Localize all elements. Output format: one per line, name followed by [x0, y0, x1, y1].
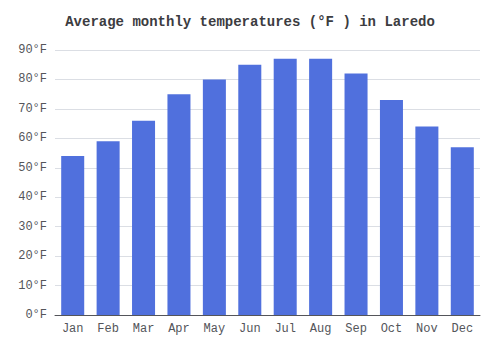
svg-text:Nov: Nov: [416, 322, 438, 336]
svg-text:80°F: 80°F: [18, 72, 47, 86]
svg-text:30°F: 30°F: [18, 220, 47, 234]
svg-text:Jun: Jun: [239, 322, 261, 336]
svg-text:50°F: 50°F: [18, 161, 47, 175]
svg-text:Apr: Apr: [168, 322, 190, 336]
svg-text:Dec: Dec: [451, 322, 473, 336]
svg-text:Aug: Aug: [310, 322, 332, 336]
svg-text:0°F: 0°F: [25, 308, 47, 322]
svg-text:20°F: 20°F: [18, 249, 47, 263]
svg-text:70°F: 70°F: [18, 102, 47, 116]
svg-text:Jan: Jan: [62, 322, 84, 336]
svg-text:90°F: 90°F: [18, 43, 47, 57]
svg-text:Jul: Jul: [274, 322, 296, 336]
svg-text:Feb: Feb: [97, 322, 119, 336]
svg-text:60°F: 60°F: [18, 131, 47, 145]
svg-text:Sep: Sep: [345, 322, 367, 336]
svg-text:Average monthly temperatures (: Average monthly temperatures (°F ) in La…: [65, 14, 435, 30]
svg-text:Mar: Mar: [133, 322, 155, 336]
svg-text:40°F: 40°F: [18, 190, 47, 204]
svg-text:10°F: 10°F: [18, 279, 47, 293]
svg-text:Oct: Oct: [381, 322, 403, 336]
svg-text:May: May: [204, 322, 226, 336]
